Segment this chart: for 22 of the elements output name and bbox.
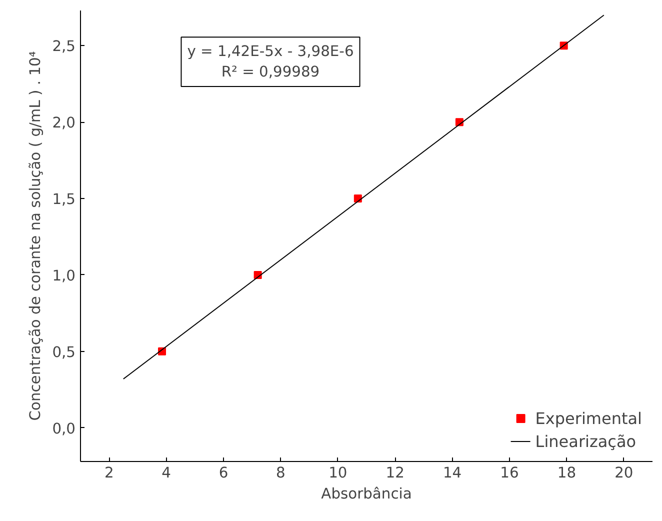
- x-axis-title: Absorbância: [321, 486, 412, 502]
- x-tick-label: 4: [162, 464, 171, 482]
- x-tick-label: 10: [328, 464, 348, 482]
- x-tick-label: 12: [386, 464, 404, 482]
- y-tick-label: 1,5: [52, 191, 76, 208]
- legend-label: Experimental: [535, 408, 642, 428]
- annotation: R² = 0,99989: [221, 64, 320, 80]
- y-tick-label: 2,0: [52, 114, 76, 132]
- legend-label: Linearização: [535, 432, 636, 450]
- annotation: y = 1,42E-5x - 3,98E-6: [187, 43, 354, 60]
- x-tick-label: 16: [500, 464, 519, 482]
- x-tick-label: 18: [557, 464, 576, 482]
- x-tick-label: 20: [614, 464, 634, 482]
- x-tick-label: 14: [442, 464, 462, 482]
- x-tick-label: 6: [218, 464, 228, 482]
- y-tick-label: 2,5: [52, 38, 76, 56]
- y-tick-label: 0,0: [52, 420, 76, 438]
- x-tick-label: 8: [276, 464, 286, 482]
- y-tick-label: 0,5: [52, 344, 76, 361]
- x-tick-label: 2: [104, 464, 114, 482]
- y-tick-label: 1,0: [52, 267, 76, 284]
- y-axis-title: Concentração de corante na solução ( g/mL ) . 10⁴: [27, 51, 44, 421]
